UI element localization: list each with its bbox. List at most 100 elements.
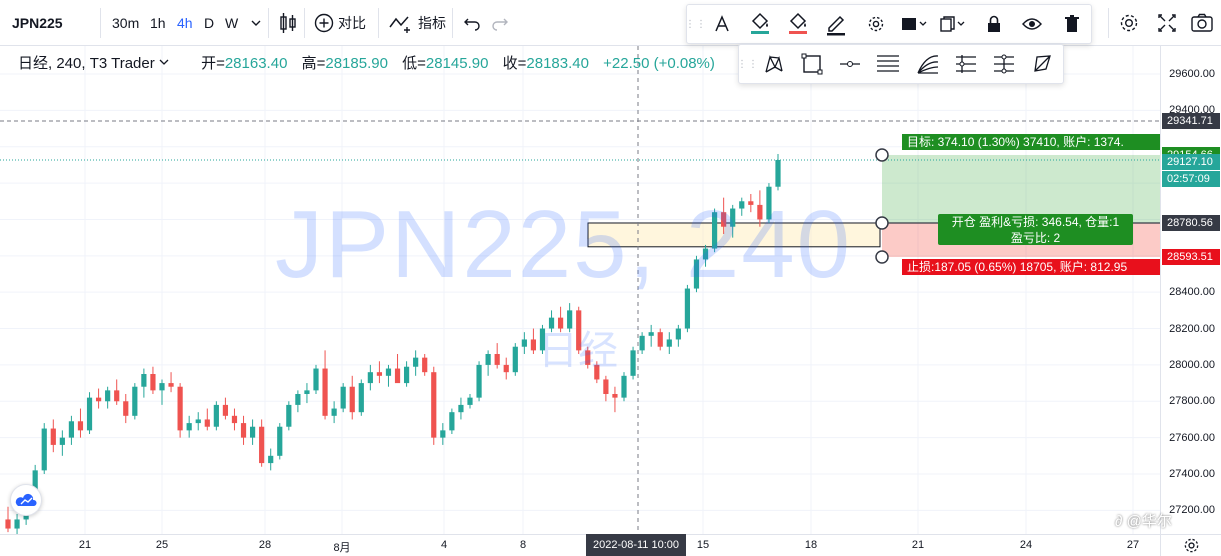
fullscreen-button[interactable] (1152, 8, 1182, 38)
legend-title[interactable]: 日经, 240, T3 Trader (18, 55, 155, 72)
chart-legend: 日经, 240, T3 Trader 开=28163.40 高=28185.90… (18, 52, 715, 73)
symbol-watermark: JPN225, 240 (275, 191, 853, 298)
candle-body (195, 419, 201, 424)
template-button[interactable] (895, 5, 933, 43)
rectangle-tool-button[interactable] (793, 45, 831, 83)
visibility-button[interactable] (1013, 5, 1051, 43)
indicators-button[interactable]: 指标 (384, 8, 450, 38)
candle-body (349, 386, 355, 413)
brand-text: 华尔 (1141, 513, 1172, 530)
interval-dropdown[interactable] (246, 8, 266, 38)
candle-body (159, 383, 165, 391)
fib-channel-button[interactable] (985, 45, 1023, 83)
time-axis[interactable]: 21 25 28 8月 4 8 15 18 21 24 27 (0, 534, 1160, 556)
time-tick-label: 21 (911, 539, 925, 551)
fib-fan-icon (917, 55, 939, 74)
redo-icon (492, 18, 508, 31)
exchange-watermark: 日经 (538, 329, 618, 373)
candle-body (702, 248, 709, 260)
text-icon (715, 15, 729, 32)
price-tick-label: 28200.00 (1169, 322, 1215, 335)
lock-button[interactable] (975, 5, 1013, 43)
candle-body (95, 397, 102, 402)
clone-button[interactable] (933, 5, 971, 43)
fib-fan-button[interactable] (909, 45, 947, 83)
candle-body (585, 350, 591, 365)
delete-button[interactable] (1053, 5, 1091, 43)
paint-bucket-icon (789, 12, 807, 34)
interval-d[interactable]: D (204, 15, 215, 31)
interval-30m[interactable]: 30m (112, 15, 140, 31)
settings-button[interactable] (857, 5, 895, 43)
candle-body (757, 204, 763, 220)
indicator-icon (389, 16, 410, 33)
fib-time-button[interactable] (947, 45, 985, 83)
legend-change: +22.50 (+0.08%) (603, 55, 715, 72)
candle-body (567, 310, 573, 329)
pattern-tool-button[interactable] (755, 45, 793, 83)
interval-1h[interactable]: 1h (150, 15, 166, 31)
candle-body (376, 372, 383, 376)
chevron-down-icon[interactable] (159, 56, 169, 68)
candle-body (304, 390, 310, 394)
legend-low-key: 低= (402, 55, 426, 72)
lock-icon (988, 15, 1000, 32)
interval-w[interactable]: W (225, 15, 239, 31)
price-tick-label: 27400.00 (1169, 468, 1215, 480)
rectangle-icon (801, 53, 823, 75)
candle-body (358, 383, 364, 413)
candle-body (422, 357, 428, 373)
candle-body (594, 364, 600, 380)
camera-icon (1191, 13, 1213, 32)
price-axis-badge: 28593.51 (1162, 248, 1220, 265)
polygon-tool-button[interactable] (1023, 45, 1061, 83)
platform-logo[interactable] (10, 484, 42, 516)
candle-body (458, 404, 464, 413)
time-tick-label: 27 (1126, 539, 1140, 551)
gear-icon[interactable] (1183, 537, 1200, 554)
entry-label[interactable]: 开仓 盈利&亏损: 346.54, 仓量:1 盈亏比: 2 (938, 214, 1133, 245)
clone-icon (940, 16, 965, 32)
target-label[interactable]: 目标: 374.10 (1.30%) 37410, 账户: 1374. (902, 134, 1160, 150)
line-color-button[interactable] (817, 5, 855, 43)
chart-type-button[interactable] (274, 8, 302, 38)
axis-corner[interactable] (1160, 534, 1221, 556)
price-axis-badge: 29127.10 (1162, 153, 1220, 170)
price-axis[interactable]: 29600.00 29400.00 28400.00 28200.00 28000.00… (1160, 46, 1221, 534)
candle-body (340, 386, 346, 409)
toolbar-divider (304, 8, 305, 38)
fib-retracement-button[interactable] (869, 45, 907, 83)
toolbar-divider (378, 8, 379, 38)
candle-body (86, 397, 93, 431)
compare-button[interactable]: 对比 (310, 8, 370, 38)
candle-body (431, 372, 437, 438)
candle-body (59, 437, 65, 445)
undo-icon (464, 18, 480, 31)
candle-body (150, 374, 156, 391)
candle-body (603, 379, 609, 394)
candle-body (449, 412, 455, 431)
interval-4h[interactable]: 4h (177, 15, 193, 31)
horizontal-ray-button[interactable] (831, 45, 869, 83)
stop-label[interactable]: 止损:187.05 (0.65%) 18705, 账户: 812.95 (902, 259, 1160, 275)
symbol-search[interactable]: JPN225 (12, 15, 63, 31)
compare-label: 对比 (338, 15, 366, 31)
candle-body (557, 317, 564, 329)
drag-handle[interactable]: ⋮⋮ (737, 58, 759, 70)
undo-button[interactable] (458, 8, 486, 38)
fib-channel-icon (994, 54, 1014, 74)
settings-button[interactable] (1114, 8, 1144, 38)
drag-handle[interactable]: ⋮⋮ (685, 18, 707, 30)
trash-icon (1065, 15, 1079, 32)
fill-color-button[interactable] (741, 5, 779, 43)
candle-body (367, 372, 373, 384)
time-tick-label: 8 (519, 539, 527, 551)
fill-color-2-button[interactable] (779, 5, 817, 43)
candle-body (32, 470, 38, 493)
text-tool-button[interactable] (703, 5, 741, 43)
redo-button[interactable] (486, 8, 514, 38)
candle-body (259, 426, 265, 464)
time-tick-label: 28 (258, 539, 272, 551)
candle-body (684, 288, 691, 329)
screenshot-button[interactable] (1186, 8, 1218, 38)
